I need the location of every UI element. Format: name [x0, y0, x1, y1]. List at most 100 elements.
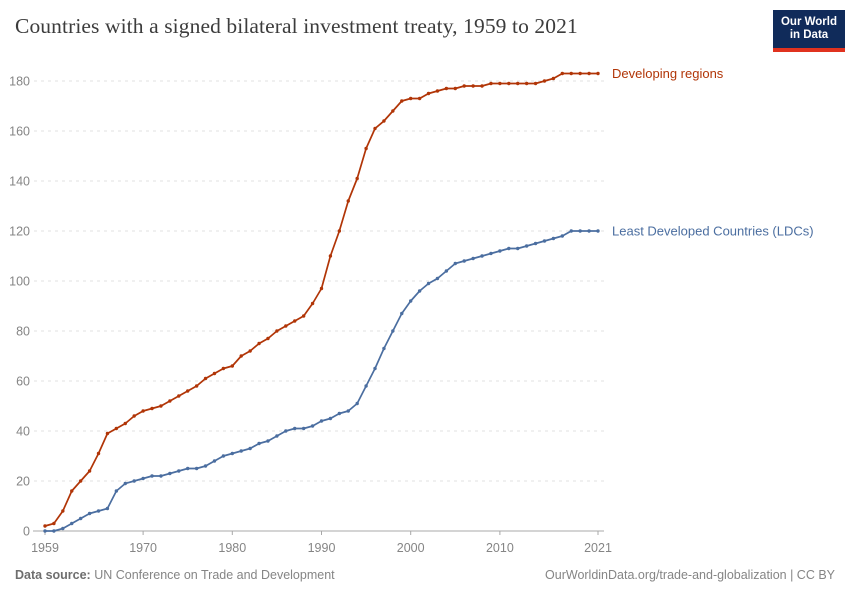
data-point-least-developed-countries-ldcs[interactable]: [444, 269, 449, 273]
data-point-least-developed-countries-ldcs[interactable]: [542, 239, 547, 243]
data-point-developing-regions[interactable]: [105, 431, 110, 436]
credit-link[interactable]: OurWorldinData.org/trade-and-globalizati…: [545, 568, 835, 582]
data-point-least-developed-countries-ldcs[interactable]: [551, 236, 556, 241]
data-point-developing-regions[interactable]: [560, 71, 565, 76]
data-point-developing-regions[interactable]: [337, 229, 342, 233]
data-point-least-developed-countries-ldcs[interactable]: [382, 346, 386, 351]
data-point-developing-regions[interactable]: [542, 79, 547, 83]
data-point-least-developed-countries-ldcs[interactable]: [587, 229, 591, 233]
data-point-developing-regions[interactable]: [43, 524, 47, 528]
data-point-developing-regions[interactable]: [70, 489, 74, 493]
data-point-developing-regions[interactable]: [516, 81, 520, 86]
data-point-developing-regions[interactable]: [257, 341, 261, 346]
data-point-least-developed-countries-ldcs[interactable]: [524, 244, 529, 248]
data-point-developing-regions[interactable]: [480, 84, 484, 88]
data-point-least-developed-countries-ldcs[interactable]: [569, 229, 573, 233]
series-label-least-developed-countries-ldcs[interactable]: Least Developed Countries (LDCs): [612, 224, 814, 239]
data-point-least-developed-countries-ldcs[interactable]: [596, 229, 600, 233]
data-point-least-developed-countries-ldcs[interactable]: [489, 251, 493, 256]
data-point-least-developed-countries-ldcs[interactable]: [78, 516, 83, 521]
data-point-developing-regions[interactable]: [569, 71, 573, 76]
data-point-least-developed-countries-ldcs[interactable]: [177, 469, 181, 473]
data-point-developing-regions[interactable]: [319, 286, 324, 291]
data-point-least-developed-countries-ldcs[interactable]: [168, 471, 172, 476]
data-point-least-developed-countries-ldcs[interactable]: [310, 424, 315, 428]
data-point-developing-regions[interactable]: [221, 366, 226, 371]
data-point-developing-regions[interactable]: [230, 364, 235, 368]
data-point-least-developed-countries-ldcs[interactable]: [212, 459, 217, 463]
data-point-developing-regions[interactable]: [123, 421, 127, 426]
data-point-least-developed-countries-ldcs[interactable]: [275, 434, 279, 438]
data-point-developing-regions[interactable]: [301, 314, 306, 318]
data-point-developing-regions[interactable]: [587, 71, 591, 76]
data-point-developing-regions[interactable]: [310, 301, 315, 306]
data-point-developing-regions[interactable]: [471, 84, 475, 88]
data-point-developing-regions[interactable]: [444, 86, 449, 91]
data-point-least-developed-countries-ldcs[interactable]: [578, 229, 582, 233]
data-point-least-developed-countries-ldcs[interactable]: [516, 246, 520, 251]
data-point-developing-regions[interactable]: [150, 406, 154, 411]
data-point-least-developed-countries-ldcs[interactable]: [257, 441, 261, 446]
data-point-developing-regions[interactable]: [168, 399, 172, 403]
data-point-least-developed-countries-ldcs[interactable]: [114, 489, 119, 493]
data-point-developing-regions[interactable]: [61, 509, 65, 513]
data-point-developing-regions[interactable]: [96, 451, 101, 456]
data-point-least-developed-countries-ldcs[interactable]: [346, 409, 350, 413]
data-point-least-developed-countries-ldcs[interactable]: [364, 384, 368, 388]
data-point-least-developed-countries-ldcs[interactable]: [159, 474, 163, 478]
data-point-developing-regions[interactable]: [159, 404, 163, 408]
data-point-developing-regions[interactable]: [78, 479, 83, 483]
data-point-developing-regions[interactable]: [426, 91, 431, 96]
data-point-developing-regions[interactable]: [141, 409, 145, 413]
data-point-developing-regions[interactable]: [328, 254, 333, 258]
data-point-least-developed-countries-ldcs[interactable]: [498, 249, 502, 253]
data-point-least-developed-countries-ldcs[interactable]: [400, 311, 404, 316]
data-point-developing-regions[interactable]: [507, 81, 511, 86]
data-point-least-developed-countries-ldcs[interactable]: [507, 246, 511, 251]
data-point-developing-regions[interactable]: [533, 81, 538, 86]
data-point-least-developed-countries-ldcs[interactable]: [96, 509, 101, 513]
data-point-developing-regions[interactable]: [275, 329, 279, 333]
data-point-least-developed-countries-ldcs[interactable]: [194, 466, 199, 471]
data-point-least-developed-countries-ldcs[interactable]: [373, 366, 377, 371]
data-point-developing-regions[interactable]: [132, 414, 136, 418]
data-point-developing-regions[interactable]: [52, 521, 56, 526]
data-point-developing-regions[interactable]: [373, 126, 377, 131]
data-point-developing-regions[interactable]: [194, 384, 199, 388]
data-point-least-developed-countries-ldcs[interactable]: [462, 259, 466, 263]
data-point-least-developed-countries-ldcs[interactable]: [123, 481, 127, 486]
data-point-developing-regions[interactable]: [462, 84, 466, 88]
data-point-developing-regions[interactable]: [177, 394, 181, 398]
data-point-least-developed-countries-ldcs[interactable]: [453, 261, 457, 266]
data-point-least-developed-countries-ldcs[interactable]: [141, 476, 145, 481]
series-label-developing-regions[interactable]: Developing regions: [612, 66, 724, 81]
data-point-least-developed-countries-ldcs[interactable]: [61, 526, 65, 531]
data-point-least-developed-countries-ldcs[interactable]: [230, 451, 235, 456]
data-point-least-developed-countries-ldcs[interactable]: [471, 256, 475, 261]
data-point-developing-regions[interactable]: [364, 146, 368, 151]
data-point-developing-regions[interactable]: [391, 109, 395, 113]
data-point-developing-regions[interactable]: [114, 426, 119, 431]
data-point-least-developed-countries-ldcs[interactable]: [105, 506, 110, 511]
data-point-developing-regions[interactable]: [186, 389, 190, 393]
data-point-developing-regions[interactable]: [524, 81, 529, 86]
data-point-developing-regions[interactable]: [239, 354, 243, 358]
data-point-least-developed-countries-ldcs[interactable]: [293, 426, 297, 431]
data-point-developing-regions[interactable]: [355, 176, 359, 181]
data-point-developing-regions[interactable]: [203, 376, 208, 381]
data-point-developing-regions[interactable]: [417, 96, 422, 101]
data-point-developing-regions[interactable]: [266, 336, 270, 341]
data-point-developing-regions[interactable]: [596, 71, 600, 76]
data-point-least-developed-countries-ldcs[interactable]: [248, 446, 252, 451]
data-point-least-developed-countries-ldcs[interactable]: [560, 234, 565, 238]
data-point-least-developed-countries-ldcs[interactable]: [391, 329, 395, 333]
data-point-least-developed-countries-ldcs[interactable]: [70, 521, 74, 526]
data-point-least-developed-countries-ldcs[interactable]: [221, 454, 226, 458]
data-point-developing-regions[interactable]: [489, 81, 493, 86]
data-point-least-developed-countries-ldcs[interactable]: [426, 281, 431, 286]
data-point-developing-regions[interactable]: [212, 371, 217, 376]
data-point-developing-regions[interactable]: [382, 119, 386, 123]
data-point-developing-regions[interactable]: [248, 349, 252, 353]
data-point-developing-regions[interactable]: [435, 89, 440, 93]
data-point-least-developed-countries-ldcs[interactable]: [150, 474, 154, 478]
